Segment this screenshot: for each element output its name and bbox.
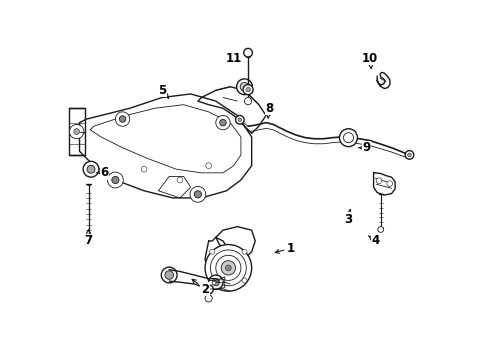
Circle shape <box>177 177 183 183</box>
Circle shape <box>212 281 215 285</box>
Circle shape <box>236 79 252 95</box>
Text: 9: 9 <box>358 141 370 154</box>
Circle shape <box>210 250 246 286</box>
Circle shape <box>244 48 252 57</box>
Circle shape <box>204 295 212 302</box>
Text: 11: 11 <box>225 51 242 64</box>
Circle shape <box>107 172 123 188</box>
Circle shape <box>243 85 253 95</box>
Circle shape <box>244 98 251 105</box>
Text: 8: 8 <box>265 102 273 118</box>
Circle shape <box>215 255 241 280</box>
Text: 4: 4 <box>367 234 379 247</box>
Circle shape <box>208 275 223 289</box>
Circle shape <box>190 186 205 202</box>
Circle shape <box>238 118 241 122</box>
Circle shape <box>203 285 213 294</box>
Text: 3: 3 <box>344 210 352 226</box>
Circle shape <box>377 226 383 232</box>
Circle shape <box>225 265 231 271</box>
Circle shape <box>219 279 223 283</box>
Circle shape <box>343 133 353 143</box>
Circle shape <box>386 181 392 186</box>
Circle shape <box>405 150 413 159</box>
Circle shape <box>235 116 244 124</box>
Circle shape <box>69 125 83 139</box>
Circle shape <box>245 87 250 92</box>
Circle shape <box>115 112 129 126</box>
Text: 2: 2 <box>192 279 209 296</box>
Circle shape <box>204 244 251 291</box>
Circle shape <box>141 166 147 172</box>
Text: 10: 10 <box>361 51 377 68</box>
Circle shape <box>240 82 248 91</box>
Circle shape <box>209 278 214 283</box>
Circle shape <box>83 161 99 177</box>
Circle shape <box>242 249 246 254</box>
Circle shape <box>119 116 125 122</box>
Circle shape <box>74 129 80 134</box>
Circle shape <box>215 116 230 130</box>
Circle shape <box>209 249 214 254</box>
Circle shape <box>212 279 219 286</box>
Circle shape <box>221 261 235 275</box>
Circle shape <box>242 278 246 283</box>
Circle shape <box>205 163 211 168</box>
Circle shape <box>112 176 119 184</box>
Circle shape <box>87 165 95 173</box>
Circle shape <box>407 153 410 157</box>
Text: 7: 7 <box>84 230 92 247</box>
Circle shape <box>219 120 226 126</box>
Circle shape <box>375 178 381 184</box>
Text: 1: 1 <box>275 242 295 255</box>
Circle shape <box>161 267 177 283</box>
Text: 5: 5 <box>158 84 168 98</box>
Text: 6: 6 <box>97 166 108 179</box>
Circle shape <box>339 129 357 147</box>
Circle shape <box>164 271 173 279</box>
Circle shape <box>194 191 201 198</box>
Circle shape <box>85 234 92 240</box>
